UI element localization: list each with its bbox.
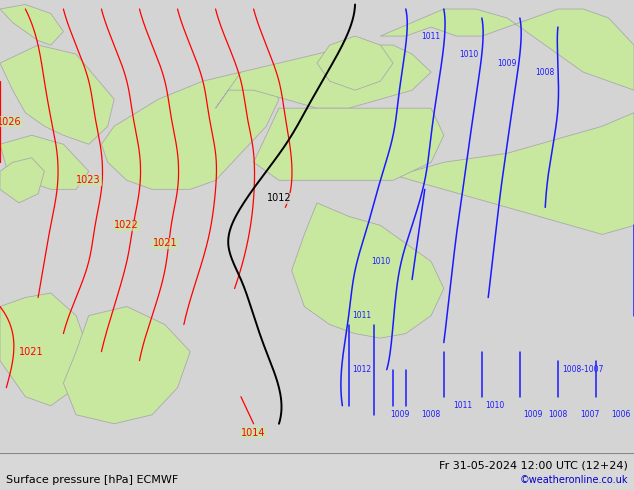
- Text: 1008: 1008: [548, 410, 567, 419]
- Text: 1006: 1006: [612, 410, 631, 419]
- Polygon shape: [63, 307, 190, 424]
- Polygon shape: [0, 135, 89, 189]
- Text: ©weatheronline.co.uk: ©weatheronline.co.uk: [519, 475, 628, 485]
- Text: 1021: 1021: [153, 239, 177, 248]
- Polygon shape: [0, 4, 63, 45]
- Text: 1012: 1012: [352, 365, 371, 374]
- Polygon shape: [0, 158, 44, 203]
- Text: 1022: 1022: [114, 220, 139, 230]
- Text: 1009: 1009: [523, 410, 542, 419]
- Polygon shape: [380, 9, 634, 90]
- Text: Surface pressure [hPa] ECMWF: Surface pressure [hPa] ECMWF: [6, 475, 179, 485]
- Polygon shape: [101, 72, 279, 189]
- Text: 1014: 1014: [242, 428, 266, 438]
- Text: 1023: 1023: [77, 175, 101, 185]
- Polygon shape: [317, 36, 393, 90]
- Text: 1011: 1011: [352, 311, 371, 320]
- Text: 1007: 1007: [580, 410, 599, 419]
- Text: 1008: 1008: [536, 68, 555, 76]
- Text: 1009: 1009: [498, 59, 517, 68]
- Polygon shape: [292, 203, 444, 338]
- Text: 1008-1007: 1008-1007: [562, 365, 604, 374]
- Text: 1012: 1012: [267, 194, 291, 203]
- Text: 1009: 1009: [390, 410, 409, 419]
- Polygon shape: [0, 45, 114, 144]
- Polygon shape: [216, 45, 431, 108]
- Text: Fr 31-05-2024 12:00 UTC (12+24): Fr 31-05-2024 12:00 UTC (12+24): [439, 461, 628, 470]
- Text: 1011: 1011: [422, 31, 441, 41]
- Text: 1011: 1011: [453, 401, 472, 410]
- Text: 1026: 1026: [0, 117, 22, 127]
- Polygon shape: [0, 293, 89, 406]
- Text: 1010: 1010: [460, 49, 479, 59]
- Polygon shape: [380, 113, 634, 234]
- Text: 1010: 1010: [485, 401, 504, 410]
- Text: 1010: 1010: [371, 257, 390, 266]
- Text: 1008: 1008: [422, 410, 441, 419]
- Polygon shape: [254, 108, 444, 180]
- Text: 1021: 1021: [20, 346, 44, 357]
